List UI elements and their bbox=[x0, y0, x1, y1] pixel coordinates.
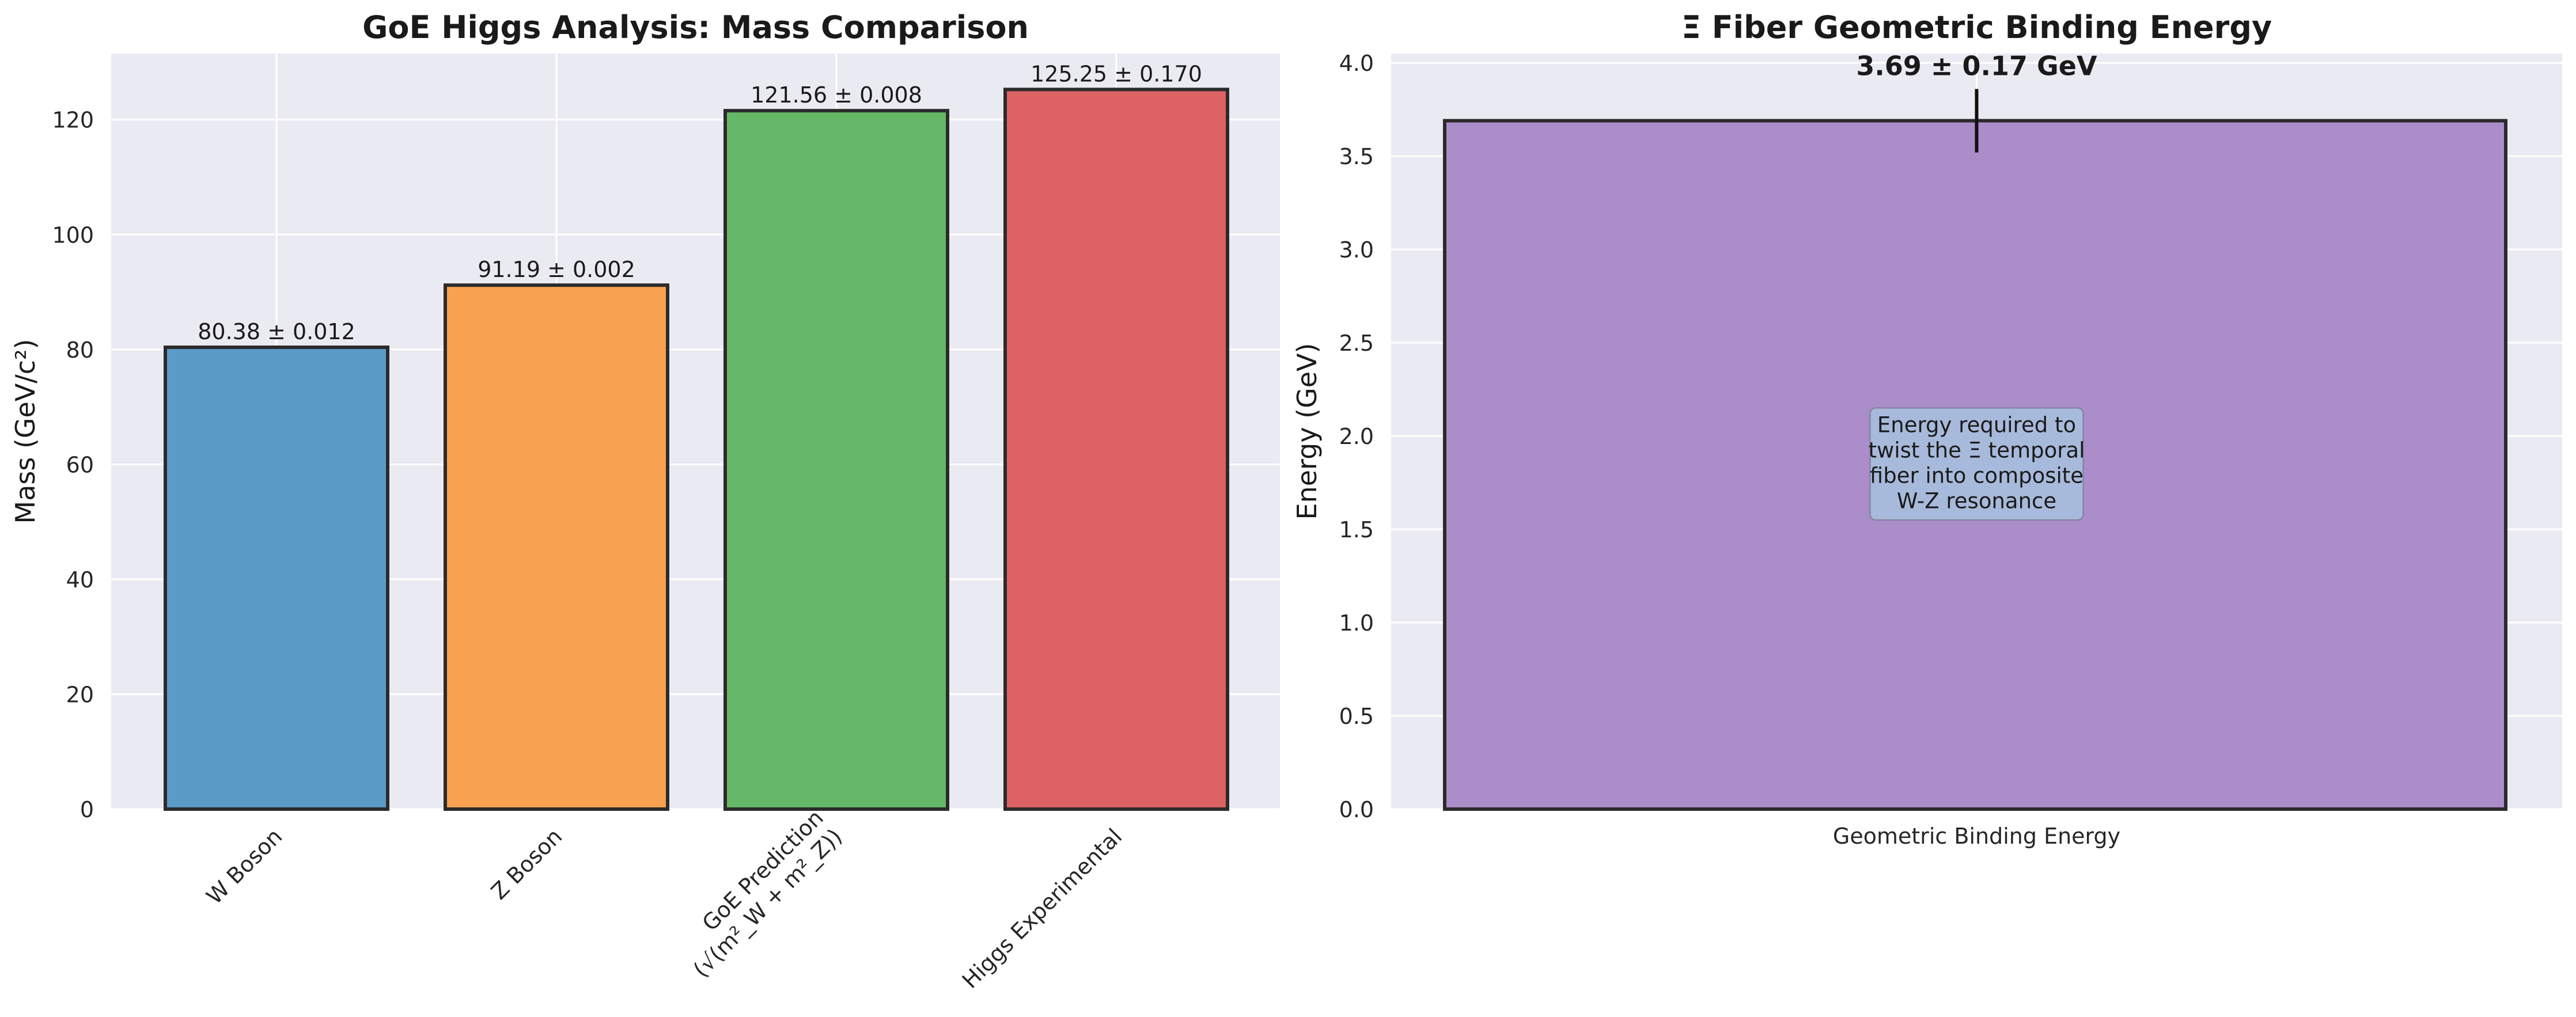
bar-value-label: 121.56 ± 0.008 bbox=[751, 82, 922, 108]
bar-3 bbox=[723, 109, 949, 811]
bar-4 bbox=[1003, 88, 1229, 811]
x-tick-label: Higgs Experimental bbox=[957, 824, 1127, 993]
bar-value-label: 91.19 ± 0.002 bbox=[478, 257, 635, 282]
y-tick-label: 20 bbox=[66, 682, 94, 707]
y-tick-label: 120 bbox=[52, 108, 94, 133]
y-tick-label: 80 bbox=[66, 337, 94, 363]
annotation-line: fiber into composite bbox=[1870, 464, 2083, 488]
annotation-line: twist the Ξ temporal bbox=[1869, 438, 2085, 463]
y-tick-label: 100 bbox=[52, 222, 94, 248]
y-tick-label: 2.5 bbox=[1339, 331, 1374, 356]
y-tick-label: 0.0 bbox=[1339, 797, 1374, 822]
binding-energy-chart: 3.69 ± 0.17 GeV Energy required to twist t… bbox=[1291, 9, 2562, 849]
x-tick-label: Z Boson bbox=[486, 824, 567, 904]
y-tick-label: 3.5 bbox=[1339, 144, 1374, 169]
y-tick-label: 40 bbox=[66, 567, 94, 593]
mass-comparison-chart: 80.38 ± 0.012 91.19 ± 0.002 121.56 ± 0.008… bbox=[10, 9, 1280, 993]
chart-title: GoE Higgs Analysis: Mass Comparison bbox=[362, 9, 1029, 45]
annotation-box bbox=[1869, 407, 2084, 521]
x-tick-label-line: Higgs Experimental bbox=[957, 824, 1127, 993]
annotation-line: W-Z resonance bbox=[1897, 489, 2056, 514]
y-tick-label: 3.0 bbox=[1339, 237, 1374, 263]
y-tick-label: 1.0 bbox=[1339, 610, 1374, 636]
y-tick-label: 0.5 bbox=[1339, 704, 1374, 729]
y-tick-label: 1.5 bbox=[1339, 517, 1374, 542]
y-axis-label: Mass (GeV/c²) bbox=[10, 339, 41, 524]
y-tick-label: 4.0 bbox=[1339, 51, 1374, 76]
bar-1 bbox=[164, 346, 389, 811]
bar-value-label: 80.38 ± 0.012 bbox=[198, 319, 355, 344]
annotation-text: Energy required to twist the Ξ temporal fi… bbox=[1869, 413, 2085, 514]
bar-value-label: 125.25 ± 0.170 bbox=[1031, 61, 1202, 86]
y-tick-label: 0 bbox=[80, 797, 94, 822]
chart-title: Ξ Fiber Geometric Binding Energy bbox=[1681, 9, 2272, 45]
bar-value-label: 3.69 ± 0.17 GeV bbox=[1856, 51, 2097, 82]
annotation-line: Energy required to bbox=[1877, 413, 2076, 438]
x-tick-label: W Boson bbox=[202, 824, 287, 909]
y-tick-label: 60 bbox=[66, 452, 94, 477]
y-tick-label: 2.0 bbox=[1339, 424, 1374, 449]
x-tick-label: GoE Prediction(√(m²_W + m²_Z)) bbox=[669, 805, 847, 982]
bar-2 bbox=[444, 283, 669, 811]
x-tick-label-line: W Boson bbox=[202, 824, 287, 909]
y-axis-label: Energy (GeV) bbox=[1291, 343, 1323, 520]
x-tick-label: Geometric Binding Energy bbox=[1833, 824, 2120, 849]
x-tick-label-line: Z Boson bbox=[486, 824, 567, 904]
